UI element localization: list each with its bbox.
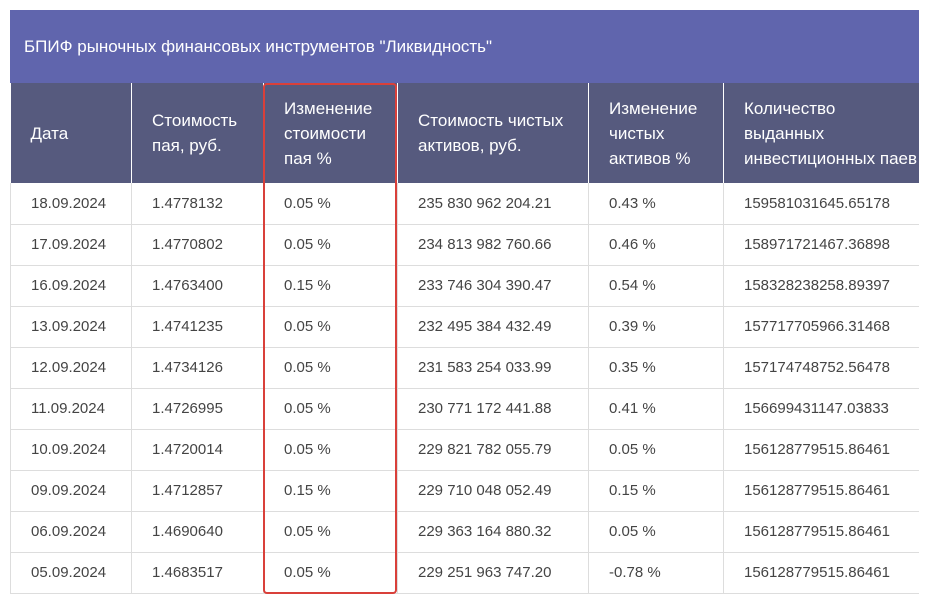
- column-header-units-issued: Количество выданных инвестиционных паев: [723, 83, 919, 183]
- cell-unit-price: 1.4712857: [131, 470, 264, 512]
- cell-unit-price-change: 0.05 %: [263, 224, 398, 266]
- cell-date: 09.09.2024: [10, 470, 132, 512]
- table-row: 09.09.2024 1.4712857 0.15 % 229 710 048 …: [10, 470, 919, 512]
- cell-net-assets-change: 0.39 %: [588, 306, 724, 348]
- cell-net-assets: 229 363 164 880.32: [397, 511, 589, 553]
- cell-net-assets-change: 0.54 %: [588, 265, 724, 307]
- cell-unit-price-change: 0.05 %: [263, 347, 398, 389]
- column-header-date: Дата: [10, 83, 132, 183]
- cell-units-issued: 156128779515.86461: [723, 511, 919, 553]
- cell-unit-price: 1.4763400: [131, 265, 264, 307]
- cell-unit-price: 1.4741235: [131, 306, 264, 348]
- cell-unit-price-change: 0.05 %: [263, 306, 398, 348]
- table-row: 06.09.2024 1.4690640 0.05 % 229 363 164 …: [10, 511, 919, 553]
- cell-unit-price: 1.4683517: [131, 552, 264, 594]
- table-row: 11.09.2024 1.4726995 0.05 % 230 771 172 …: [10, 388, 919, 430]
- cell-net-assets: 234 813 982 760.66: [397, 224, 589, 266]
- cell-units-issued: 157174748752.56478: [723, 347, 919, 389]
- table-row: 16.09.2024 1.4763400 0.15 % 233 746 304 …: [10, 265, 919, 307]
- cell-unit-price-change: 0.05 %: [263, 183, 398, 225]
- cell-net-assets-change: 0.05 %: [588, 429, 724, 471]
- table-row: 10.09.2024 1.4720014 0.05 % 229 821 782 …: [10, 429, 919, 471]
- cell-net-assets-change: 0.46 %: [588, 224, 724, 266]
- cell-net-assets: 233 746 304 390.47: [397, 265, 589, 307]
- cell-unit-price-change: 0.15 %: [263, 470, 398, 512]
- cell-date: 11.09.2024: [10, 388, 132, 430]
- cell-unit-price-change: 0.15 %: [263, 265, 398, 307]
- table-row: 18.09.2024 1.4778132 0.05 % 235 830 962 …: [10, 183, 919, 225]
- table-header-row: Дата Стоимость пая, руб. Изменение стоим…: [10, 83, 919, 183]
- cell-net-assets-change: 0.41 %: [588, 388, 724, 430]
- cell-net-assets: 232 495 384 432.49: [397, 306, 589, 348]
- cell-net-assets: 235 830 962 204.21: [397, 183, 589, 225]
- cell-unit-price-change: 0.05 %: [263, 511, 398, 553]
- cell-net-assets-change: 0.05 %: [588, 511, 724, 553]
- fund-title: БПИФ рыночных финансовых инструментов "Л…: [10, 10, 919, 83]
- cell-units-issued: 159581031645.65178: [723, 183, 919, 225]
- cell-unit-price-change: 0.05 %: [263, 429, 398, 471]
- cell-net-assets: 231 583 254 033.99: [397, 347, 589, 389]
- column-header-net-assets: Стоимость чистых активов, руб.: [397, 83, 589, 183]
- cell-net-assets-change: -0.78 %: [588, 552, 724, 594]
- cell-units-issued: 158328238258.89397: [723, 265, 919, 307]
- cell-net-assets: 229 251 963 747.20: [397, 552, 589, 594]
- cell-unit-price: 1.4778132: [131, 183, 264, 225]
- cell-units-issued: 157717705966.31468: [723, 306, 919, 348]
- table-row: 13.09.2024 1.4741235 0.05 % 232 495 384 …: [10, 306, 919, 348]
- cell-units-issued: 158971721467.36898: [723, 224, 919, 266]
- cell-units-issued: 156699431147.03833: [723, 388, 919, 430]
- cell-unit-price-change: 0.05 %: [263, 552, 398, 594]
- cell-date: 06.09.2024: [10, 511, 132, 553]
- cell-date: 10.09.2024: [10, 429, 132, 471]
- cell-units-issued: 156128779515.86461: [723, 552, 919, 594]
- cell-net-assets-change: 0.35 %: [588, 347, 724, 389]
- cell-net-assets: 230 771 172 441.88: [397, 388, 589, 430]
- cell-unit-price-change: 0.05 %: [263, 388, 398, 430]
- cell-date: 16.09.2024: [10, 265, 132, 307]
- cell-unit-price: 1.4720014: [131, 429, 264, 471]
- cell-units-issued: 156128779515.86461: [723, 429, 919, 471]
- cell-date: 18.09.2024: [10, 183, 132, 225]
- cell-date: 05.09.2024: [10, 552, 132, 594]
- cell-date: 12.09.2024: [10, 347, 132, 389]
- column-header-net-assets-change: Изменение чистых активов %: [588, 83, 724, 183]
- cell-net-assets-change: 0.43 %: [588, 183, 724, 225]
- fund-table-panel: БПИФ рыночных финансовых инструментов "Л…: [10, 10, 919, 596]
- fund-data-table: Дата Стоимость пая, руб. Изменение стоим…: [10, 83, 919, 594]
- cell-units-issued: 156128779515.86461: [723, 470, 919, 512]
- cell-unit-price: 1.4690640: [131, 511, 264, 553]
- cell-unit-price: 1.4734126: [131, 347, 264, 389]
- cell-unit-price: 1.4770802: [131, 224, 264, 266]
- cell-date: 17.09.2024: [10, 224, 132, 266]
- cell-date: 13.09.2024: [10, 306, 132, 348]
- cell-net-assets: 229 710 048 052.49: [397, 470, 589, 512]
- cell-net-assets: 229 821 782 055.79: [397, 429, 589, 471]
- table-row: 17.09.2024 1.4770802 0.05 % 234 813 982 …: [10, 224, 919, 266]
- column-header-unit-price-change: Изменение стоимости пая %: [263, 83, 398, 183]
- table-row: 12.09.2024 1.4734126 0.05 % 231 583 254 …: [10, 347, 919, 389]
- table-row: 05.09.2024 1.4683517 0.05 % 229 251 963 …: [10, 552, 919, 594]
- cell-net-assets-change: 0.15 %: [588, 470, 724, 512]
- cell-unit-price: 1.4726995: [131, 388, 264, 430]
- column-header-unit-price: Стоимость пая, руб.: [131, 83, 264, 183]
